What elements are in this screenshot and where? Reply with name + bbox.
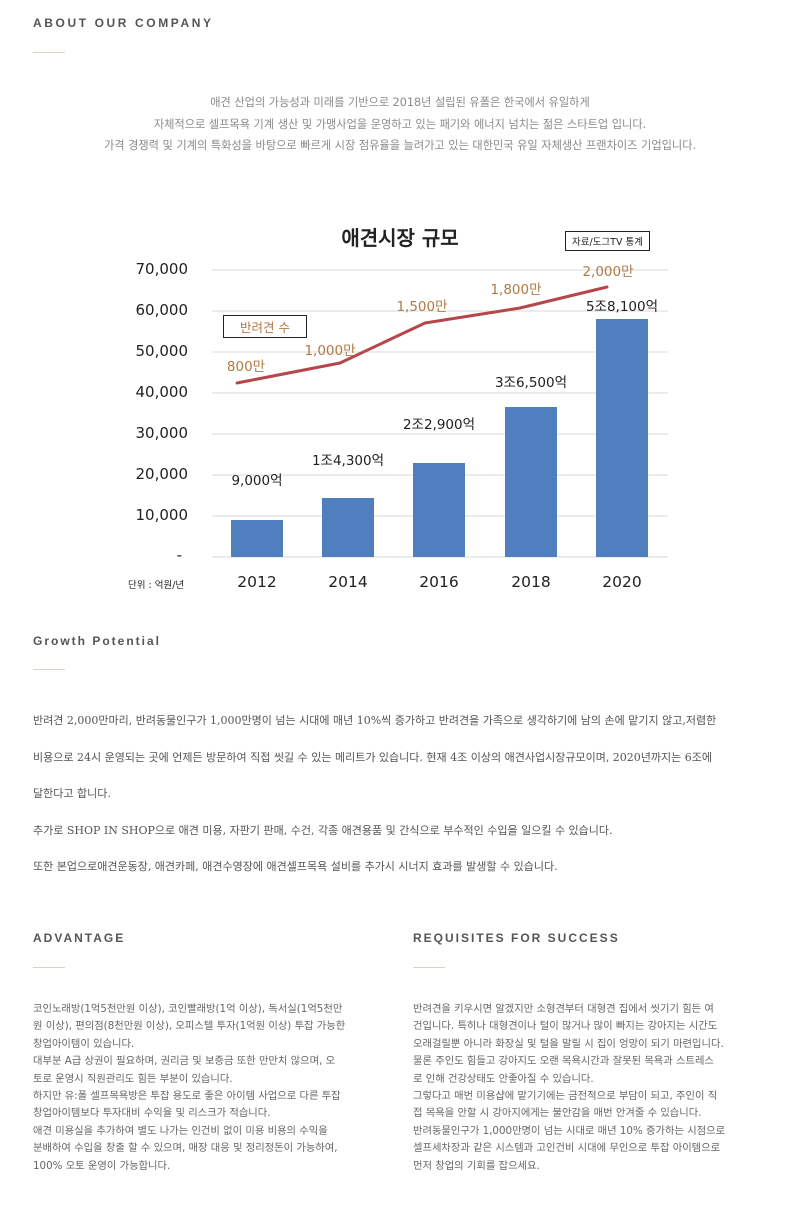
advantage-title: ADVANTAGE: [33, 931, 126, 945]
y-tick: 40,000: [135, 383, 189, 401]
requisites-line: 로 인해 건강상태도 안좋아질 수 있습니다.: [413, 1072, 594, 1085]
growth-body: 반려견 2,000만마리, 반려동물인구가 1,000만명이 넘는 시대에 매년…: [33, 711, 773, 894]
advantage-line: 창업아이템이 있습니다.: [33, 1037, 135, 1050]
line-data-label: 1,500만: [396, 299, 448, 315]
growth-line: 또한 본업으로애견운동장, 애견카페, 애견수영장에 애견셀프목욕 설비를 추가…: [33, 860, 558, 873]
growth-line: 비용으로 24시 운영되는 곳에 언제든 방문하여 직접 씻길 수 있는 메리트…: [33, 750, 713, 764]
line-data-label: 800만: [226, 359, 266, 375]
line-data-label: 1,000만: [304, 343, 356, 359]
advantage-line: 토로 운영시 직원관리도 힘든 부분이 있습니다.: [33, 1072, 233, 1085]
bar-data-label: 9,000억: [231, 473, 283, 489]
advantage-body: 코인노래방(1억5천만원 이상), 코인빨래방(1억 이상), 독서실(1억5천…: [33, 1001, 345, 1175]
requisites-line: 반려견을 키우시면 알겠지만 소형견부터 대형견 집에서 씻기기 힘든 여: [413, 1003, 714, 1015]
about-intro: 애견 산업의 가능성과 미래를 기반으로 2018년 설립된 유폴은 한국에서 …: [0, 92, 800, 157]
y-tick: -: [176, 546, 182, 564]
growth-title-rule: [33, 669, 65, 670]
bar-2012: [231, 520, 283, 557]
chart-unit-label: 단위 : 억원/년: [128, 580, 185, 591]
bar-2020: [596, 319, 648, 557]
chart-title: 애견시장 규모: [341, 226, 459, 250]
bar-data-label: 2조2,900억: [402, 417, 476, 433]
bar-2016: [413, 463, 465, 557]
chart-legend: 반려견 수: [223, 315, 307, 338]
requisites-line: 오래걸릴뿐 아니라 화장실 및 털을 말릴 시 집이 엉망이 되기 마련입니다.: [413, 1037, 724, 1050]
line-data-label: 2,000만: [582, 264, 634, 280]
requisites-line: 셀프세차장과 같은 시스템과 고인건비 시대에 무인으로 투잡 아이템으로: [413, 1142, 721, 1155]
requisites-title: REQUISITES FOR SUCCESS: [413, 931, 620, 945]
advantage-line: 하지만 유:폴 셀프목욕방은 투잡 용도로 좋은 아이템 사업으로 다른 투잡: [33, 1090, 341, 1103]
bar-data-label: 1조4,300억: [311, 453, 385, 469]
y-tick: 70,000: [135, 260, 189, 278]
y-tick: 30,000: [135, 424, 189, 442]
dog-population-line: [235, 285, 609, 385]
advantage-line: 100% 오토 운영이 가능합니다.: [33, 1159, 171, 1172]
requisites-line: 물론 주인도 힘들고 강아지도 오랜 목욕시간과 잘못된 목욕과 스트레스: [413, 1055, 714, 1068]
growth-line: 반려견 2,000만마리, 반려동물인구가 1,000만명이 넘는 시대에 매년…: [33, 714, 717, 727]
x-tick: 2020: [602, 573, 642, 591]
y-tick: 50,000: [135, 342, 189, 360]
advantage-line: 애견 미용실을 추가하여 별도 나가는 인건비 없이 미용 비용의 수익을: [33, 1124, 328, 1137]
x-tick: 2014: [328, 573, 368, 591]
line-data-label: 1,800만: [490, 282, 542, 298]
growth-line: 달한다고 합니다.: [33, 787, 111, 800]
x-tick: 2012: [237, 573, 277, 591]
requisites-body: 반려견을 키우시면 알겠지만 소형견부터 대형견 집에서 씻기기 힘든 여 건입…: [413, 1001, 725, 1175]
bar-2014: [322, 498, 374, 557]
requisites-line: 접 목욕을 안할 시 강아지에게는 불안감을 매번 안겨줄 수 있습니다.: [413, 1107, 702, 1120]
x-tick: 2018: [511, 573, 551, 591]
advantage-title-rule: [33, 967, 65, 968]
advantage-line: 분배하여 수입을 창출 할 수 있으며, 매장 대응 및 정리정돈이 가능하여,: [33, 1142, 338, 1155]
bar-data-label: 5조8,100억: [585, 299, 659, 315]
requisites-line: 먼저 창업의 기회를 잡으세요.: [413, 1159, 540, 1172]
market-size-chart: 애견시장 규모 자료/도그TV 통계 반려견 수 70,000 60,000 5…: [120, 205, 680, 605]
advantage-line: 코인노래방(1억5천만원 이상), 코인빨래방(1억 이상), 독서실(1억5천…: [33, 1003, 343, 1015]
requisites-line: 그렇다고 매번 미용샵에 맡기기에는 금전적으로 부담이 되고, 주인이 직: [413, 1090, 718, 1103]
chart-source: 자료/도그TV 통계: [565, 231, 650, 251]
requisites-line: 반려동물인구가 1,000만명이 넘는 시대로 매년 10% 증가하는 시점으로: [413, 1124, 726, 1137]
about-line: 자체적으로 셀프목욕 기계 생산 및 가맹사업을 운영하고 있는 패기와 에너지…: [153, 117, 647, 131]
bar-2018: [505, 407, 557, 557]
requisites-title-rule: [413, 967, 445, 968]
advantage-line: 대부분 A급 상권이 필요하며, 권리금 및 보증금 또한 만만치 않으며, 오: [33, 1055, 336, 1068]
about-line: 애견 산업의 가능성과 미래를 기반으로 2018년 설립된 유폴은 한국에서 …: [210, 96, 590, 109]
x-tick: 2016: [419, 573, 459, 591]
growth-line: 추가로 SHOP IN SHOP으로 애견 미용, 자판기 판매, 수건, 각종…: [33, 823, 613, 837]
bars: [231, 319, 648, 557]
advantage-line: 원 이상), 편의점(8천만원 이상), 오피스텔 투자(1억원 이상) 투잡 …: [33, 1020, 346, 1033]
about-line: 가격 경쟁력 및 기계의 특화성을 바탕으로 빠르게 시장 점유율을 늘려가고 …: [103, 139, 697, 152]
chart-plot: [212, 269, 668, 558]
y-tick: 60,000: [135, 301, 189, 319]
advantage-line: 창업아이템보다 투자대비 수익율 및 리스크가 적습니다.: [33, 1107, 271, 1120]
y-tick: 10,000: [135, 506, 189, 524]
bar-data-label: 3조6,500억: [494, 375, 568, 391]
about-title-rule: [33, 52, 65, 53]
about-title: ABOUT OUR COMPANY: [33, 16, 214, 30]
y-tick: 20,000: [135, 465, 189, 483]
requisites-line: 건입니다. 특히나 대형견이나 털이 많거나 많이 빠지는 강아지는 시간도: [413, 1020, 718, 1033]
growth-title: Growth Potential: [33, 634, 161, 648]
